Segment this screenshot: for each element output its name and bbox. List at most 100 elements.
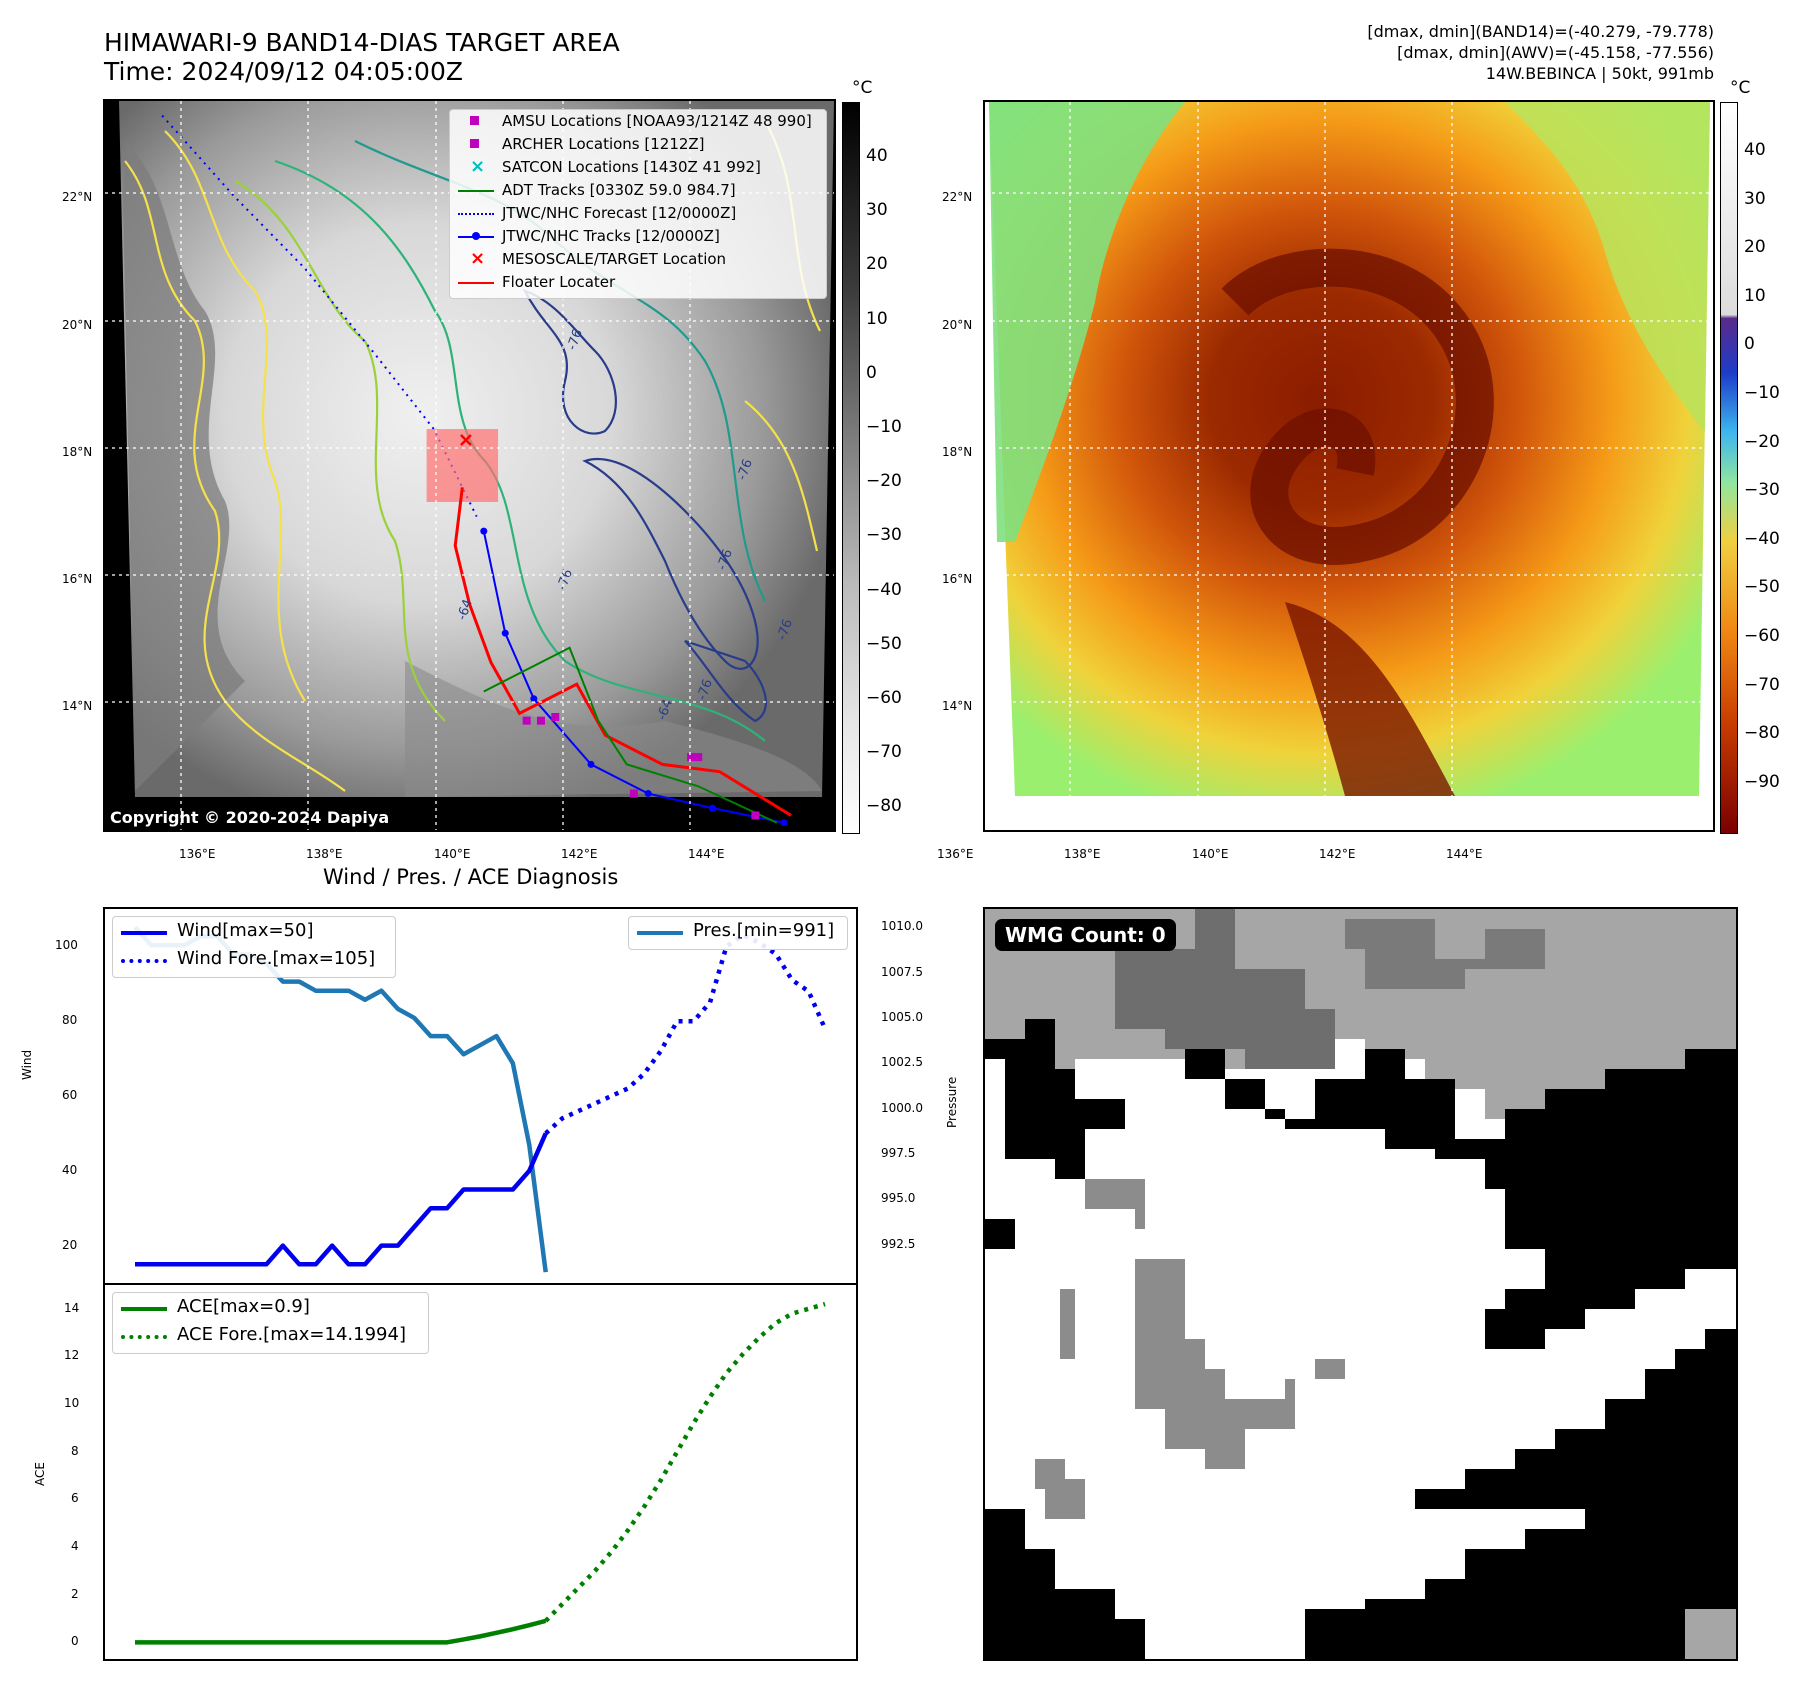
wmg-black-bottom [985,1509,1145,1659]
info-awv: [dmax, dmin](AWV)=(-45.158, -77.556) [1397,43,1714,62]
gray-colorbar-tick: 10 [866,308,888,329]
ace-forecast-series-line [544,1301,826,1623]
legend-entry: Floater Locater [450,271,826,294]
contour-label: -76 [715,547,736,572]
ace-tick: 4 [71,1539,79,1554]
best-track-point [530,695,538,703]
best-track-point [709,804,716,812]
legend-label: AMSU Locations [NOAA93/1214Z 48 990] [502,112,812,130]
legend-entry: ARCHER Locations [1212Z] [450,133,826,156]
gray-colorbar-tick: −50 [866,633,902,654]
target-location-marker [460,434,472,446]
legend-label: Floater Locater [502,273,616,291]
diagnosis-title: Wind / Pres. / ACE Diagnosis [323,865,619,889]
ace-tick: 8 [71,1443,79,1458]
color-colorbar-unit: °C [1730,78,1751,98]
contour-yellow-1 [124,160,346,792]
legend-entry: Wind[max=50] [113,917,395,945]
ace-legend: ACE[max=0.9] ACE Fore.[max=14.1994] [112,1292,429,1354]
lon-tick: 138°E [1064,847,1101,861]
legend-swatch-dot [472,232,480,240]
amsu-archer-marker [694,753,703,762]
lat-tick: 22°N [62,190,93,204]
gray-colorbar-tick: −70 [866,742,902,763]
lon-tick: 140°E [1192,847,1229,861]
ace-tick: 0 [71,1634,79,1649]
contour-label: -64 [655,697,676,722]
legend-label: SATCON Locations [1430Z 41 992] [502,158,761,176]
lon-tick: 144°E [688,847,725,861]
wmg-panel [983,907,1738,1661]
pressure-tick: 1000.0 [881,1100,923,1115]
legend-entry: Pres.[min=991] [629,917,847,945]
color-colorbar-tick: 40 [1744,140,1766,160]
legend-swatch: × [470,156,486,177]
lat-tick: 16°N [62,572,93,586]
color-colorbar-tick: −80 [1744,723,1780,744]
ace-tick: 2 [71,1586,79,1601]
adt-track-line [483,646,778,824]
color-colorbar-tick: −30 [1744,480,1780,501]
legend-swatch [121,1307,167,1311]
gray-cloud-left [123,141,245,791]
wind-tick: 100 [55,938,78,953]
color-colorbar-tick: −10 [1744,383,1780,403]
green-region-right [1505,102,1710,432]
contour-label: -76 [735,457,756,482]
color-colorbar-tick: −60 [1744,626,1780,646]
wmg-gray-lower-left [1035,1459,1085,1519]
gray-colorbar-tick: −20 [866,471,902,492]
color-ir-map [985,102,1713,830]
legend-label: Pres.[min=991] [693,920,835,941]
legend-label: Wind Fore.[max=105] [177,948,376,969]
lat-tick: 14°N [942,699,973,713]
gray-colorbar-tick: −60 [866,688,902,708]
best-track-point [480,527,488,535]
lon-tick: 136°E [179,847,216,861]
contour-label: -76 [695,677,716,702]
legend-swatch [458,282,494,284]
legend-entry: ACE Fore.[max=14.1994] [113,1321,428,1349]
gray-colorbar-unit: °C [852,78,873,98]
legend-label: Wind[max=50] [177,920,314,941]
gray-colorbar-tick: 40 [866,146,888,166]
legend-label: ACE Fore.[max=14.1994] [177,1324,406,1345]
amsu-archer-marker [536,716,545,725]
ace-series-line [135,1618,547,1645]
info-storm: 14W.BEBINCA | 50kt, 991mb [1485,64,1714,83]
lat-tick: 16°N [942,572,973,586]
color-colorbar-tick: 20 [1744,237,1766,258]
wmg-gray-left-small [1060,1289,1075,1359]
lon-tick: 144°E [1446,847,1483,861]
gray-colorbar [842,102,860,834]
figure-time: Time: 2024/09/12 04:05:00Z [104,57,463,86]
wind-tick: 60 [62,1088,78,1102]
color-ir-map-panel [983,100,1715,832]
best-track-point [587,760,595,768]
legend-label: JTWC/NHC Tracks [12/0000Z] [502,227,720,245]
pressure-axis-label: Pressure [945,1076,959,1128]
legend-swatch [470,116,479,125]
contour-blue-2 [582,458,759,670]
legend-swatch [121,931,167,935]
wmg-gray-mid [1085,1179,1145,1229]
lon-tick: 140°E [434,847,471,861]
wind-axis-label: Wind [20,1049,34,1080]
gray-colorbar-tick: 30 [866,200,888,221]
color-colorbar-tick: −40 [1744,528,1780,549]
lat-tick: 20°N [942,318,973,332]
wmg-black-band [985,1019,1736,1349]
wind-forecast-series-line [544,932,828,1136]
info-band14: [dmax, dmin](BAND14)=(-40.279, -79.778) [1367,22,1714,41]
pressure-series-line [133,925,548,1273]
color-colorbar [1720,102,1738,834]
contour-label: -76 [775,617,796,642]
legend-entry: JTWC/NHC Forecast [12/0000Z] [450,202,826,225]
spiral-band [1221,248,1494,565]
wmg-black-left [985,1219,1015,1249]
legend-swatch: × [470,248,486,269]
gray-colorbar-tick: 20 [866,254,888,275]
lon-tick: 142°E [1319,847,1356,861]
pressure-tick: 997.5 [881,1146,916,1161]
copyright-text: Copyright © 2020-2024 Dapiya [110,808,390,827]
